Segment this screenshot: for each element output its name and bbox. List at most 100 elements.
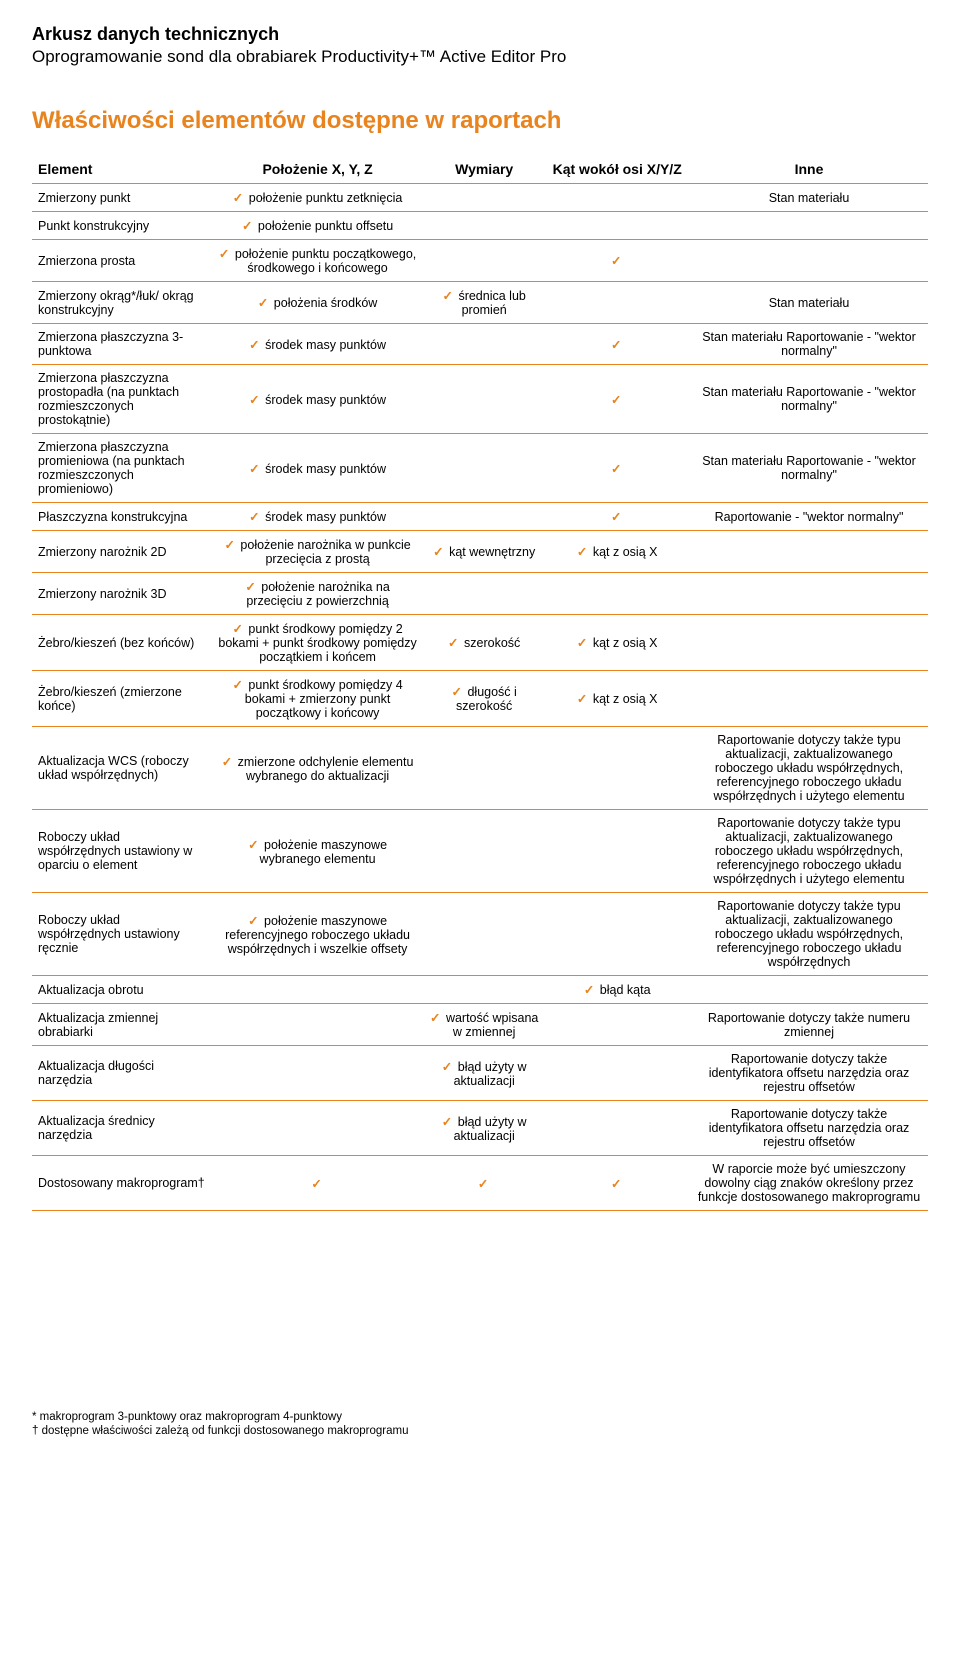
check-icon: ✓ <box>311 1177 321 1191</box>
footnote-2: † dostępne właściwości zależą od funkcji… <box>32 1425 928 1437</box>
cell-other <box>690 615 928 671</box>
table-row: Zmierzony okrąg*/łuk/ okrąg konstrukcyjn… <box>32 282 928 324</box>
cell-element: Zmierzona płaszczyzna 3-punktowa <box>32 324 211 365</box>
cell-position: ✓ środek masy punktów <box>211 503 424 531</box>
table-row: Płaszczyzna konstrukcyjna✓ środek masy p… <box>32 503 928 531</box>
cell-dimensions <box>424 434 544 503</box>
cell-element: Aktualizacja długości narzędzia <box>32 1046 211 1101</box>
cell-element: Zmierzony punkt <box>32 184 211 212</box>
cell-other: Stan materiału Raportowanie - "wektor no… <box>690 365 928 434</box>
cell-dimensions <box>424 573 544 615</box>
col-angle: Kąt wokół osi X/Y/Z <box>544 155 690 184</box>
cell-other: Stan materiału Raportowanie - "wektor no… <box>690 434 928 503</box>
check-icon: ✓ <box>242 219 252 233</box>
cell-other: Raportowanie dotyczy także numeru zmienn… <box>690 1004 928 1046</box>
check-icon: ✓ <box>611 462 621 476</box>
cell-dimensions: ✓ <box>424 1156 544 1211</box>
table-body: Zmierzony punkt✓ położenie punktu zetkni… <box>32 184 928 1211</box>
cell-angle: ✓ <box>544 324 690 365</box>
cell-angle <box>544 893 690 976</box>
check-icon: ✓ <box>224 538 234 552</box>
cell-angle: ✓ <box>544 240 690 282</box>
col-element: Element <box>32 155 211 184</box>
cell-position: ✓ punkt środkowy pomiędzy 2 bokami + pun… <box>211 615 424 671</box>
check-icon: ✓ <box>442 1060 452 1074</box>
cell-angle <box>544 727 690 810</box>
cell-other: Raportowanie - "wektor normalny" <box>690 503 928 531</box>
check-icon: ✓ <box>478 1177 488 1191</box>
table-row: Żebro/kieszeń (bez końców)✓ punkt środko… <box>32 615 928 671</box>
check-icon: ✓ <box>584 983 594 997</box>
footnotes: * makroprogram 3-punktowy oraz makroprog… <box>32 1411 928 1437</box>
cell-angle <box>544 1101 690 1156</box>
cell-angle: ✓ kąt z osią X <box>544 531 690 573</box>
check-icon: ✓ <box>611 393 621 407</box>
cell-dimensions: ✓ średnica lub promień <box>424 282 544 324</box>
cell-other: Stan materiału <box>690 282 928 324</box>
cell-angle: ✓ <box>544 434 690 503</box>
table-row: Zmierzona płaszczyzna promieniowa (na pu… <box>32 434 928 503</box>
cell-position: ✓ położenia środków <box>211 282 424 324</box>
cell-position: ✓ położenie punktu zetknięcia <box>211 184 424 212</box>
cell-element: Dostosowany makroprogram† <box>32 1156 211 1211</box>
document-header: Arkusz danych technicznych Oprogramowani… <box>32 24 928 67</box>
section-title: Właściwości elementów dostępne w raporta… <box>32 107 928 135</box>
cell-element: Zmierzony narożnik 3D <box>32 573 211 615</box>
check-icon: ✓ <box>249 462 259 476</box>
cell-position: ✓ punkt środkowy pomiędzy 4 bokami + zmi… <box>211 671 424 727</box>
cell-position <box>211 1101 424 1156</box>
cell-position: ✓ położenie narożnika w punkcie przecięc… <box>211 531 424 573</box>
cell-position <box>211 1004 424 1046</box>
footnote-1: * makroprogram 3-punktowy oraz makroprog… <box>32 1411 928 1423</box>
table-row: Aktualizacja WCS (roboczy układ współrzę… <box>32 727 928 810</box>
check-icon: ✓ <box>577 636 587 650</box>
check-icon: ✓ <box>611 338 621 352</box>
check-icon: ✓ <box>249 510 259 524</box>
table-header-row: Element Położenie X, Y, Z Wymiary Kąt wo… <box>32 155 928 184</box>
cell-element: Aktualizacja średnicy narzędzia <box>32 1101 211 1156</box>
cell-angle: ✓ kąt z osią X <box>544 671 690 727</box>
cell-other <box>690 573 928 615</box>
cell-dimensions <box>424 893 544 976</box>
cell-position: ✓ środek masy punktów <box>211 324 424 365</box>
cell-angle <box>544 573 690 615</box>
col-position: Położenie X, Y, Z <box>211 155 424 184</box>
check-icon: ✓ <box>611 1177 621 1191</box>
table-row: Zmierzony narożnik 3D✓ położenie narożni… <box>32 573 928 615</box>
cell-position: ✓ położenie punktu offsetu <box>211 212 424 240</box>
cell-dimensions <box>424 727 544 810</box>
check-icon: ✓ <box>232 622 242 636</box>
check-icon: ✓ <box>258 296 268 310</box>
cell-position: ✓ położenie narożnika na przecięciu z po… <box>211 573 424 615</box>
cell-angle <box>544 184 690 212</box>
table-row: Zmierzona prosta✓ położenie punktu począ… <box>32 240 928 282</box>
cell-other <box>690 976 928 1004</box>
table-row: Roboczy układ współrzędnych ustawiony rę… <box>32 893 928 976</box>
cell-position: ✓ środek masy punktów <box>211 365 424 434</box>
cell-angle: ✓ <box>544 503 690 531</box>
check-icon: ✓ <box>248 914 258 928</box>
table-row: Żebro/kieszeń (zmierzone końce)✓ punkt ś… <box>32 671 928 727</box>
table-row: Aktualizacja zmiennej obrabiarki✓ wartoś… <box>32 1004 928 1046</box>
cell-angle <box>544 810 690 893</box>
check-icon: ✓ <box>248 838 258 852</box>
cell-position: ✓ <box>211 1156 424 1211</box>
cell-angle <box>544 212 690 240</box>
check-icon: ✓ <box>232 678 242 692</box>
cell-element: Aktualizacja obrotu <box>32 976 211 1004</box>
cell-dimensions <box>424 976 544 1004</box>
table-row: Punkt konstrukcyjny✓ położenie punktu of… <box>32 212 928 240</box>
cell-other: Raportowanie dotyczy także identyfikator… <box>690 1046 928 1101</box>
cell-dimensions <box>424 810 544 893</box>
cell-element: Zmierzony okrąg*/łuk/ okrąg konstrukcyjn… <box>32 282 211 324</box>
cell-position: ✓ środek masy punktów <box>211 434 424 503</box>
col-other: Inne <box>690 155 928 184</box>
cell-other: Raportowanie dotyczy także typu aktualiz… <box>690 727 928 810</box>
cell-dimensions: ✓ szerokość <box>424 615 544 671</box>
col-dimensions: Wymiary <box>424 155 544 184</box>
cell-dimensions: ✓ kąt wewnętrzny <box>424 531 544 573</box>
check-icon: ✓ <box>442 1115 452 1129</box>
document-title: Arkusz danych technicznych <box>32 24 928 45</box>
cell-dimensions: ✓ długość i szerokość <box>424 671 544 727</box>
cell-angle <box>544 1046 690 1101</box>
